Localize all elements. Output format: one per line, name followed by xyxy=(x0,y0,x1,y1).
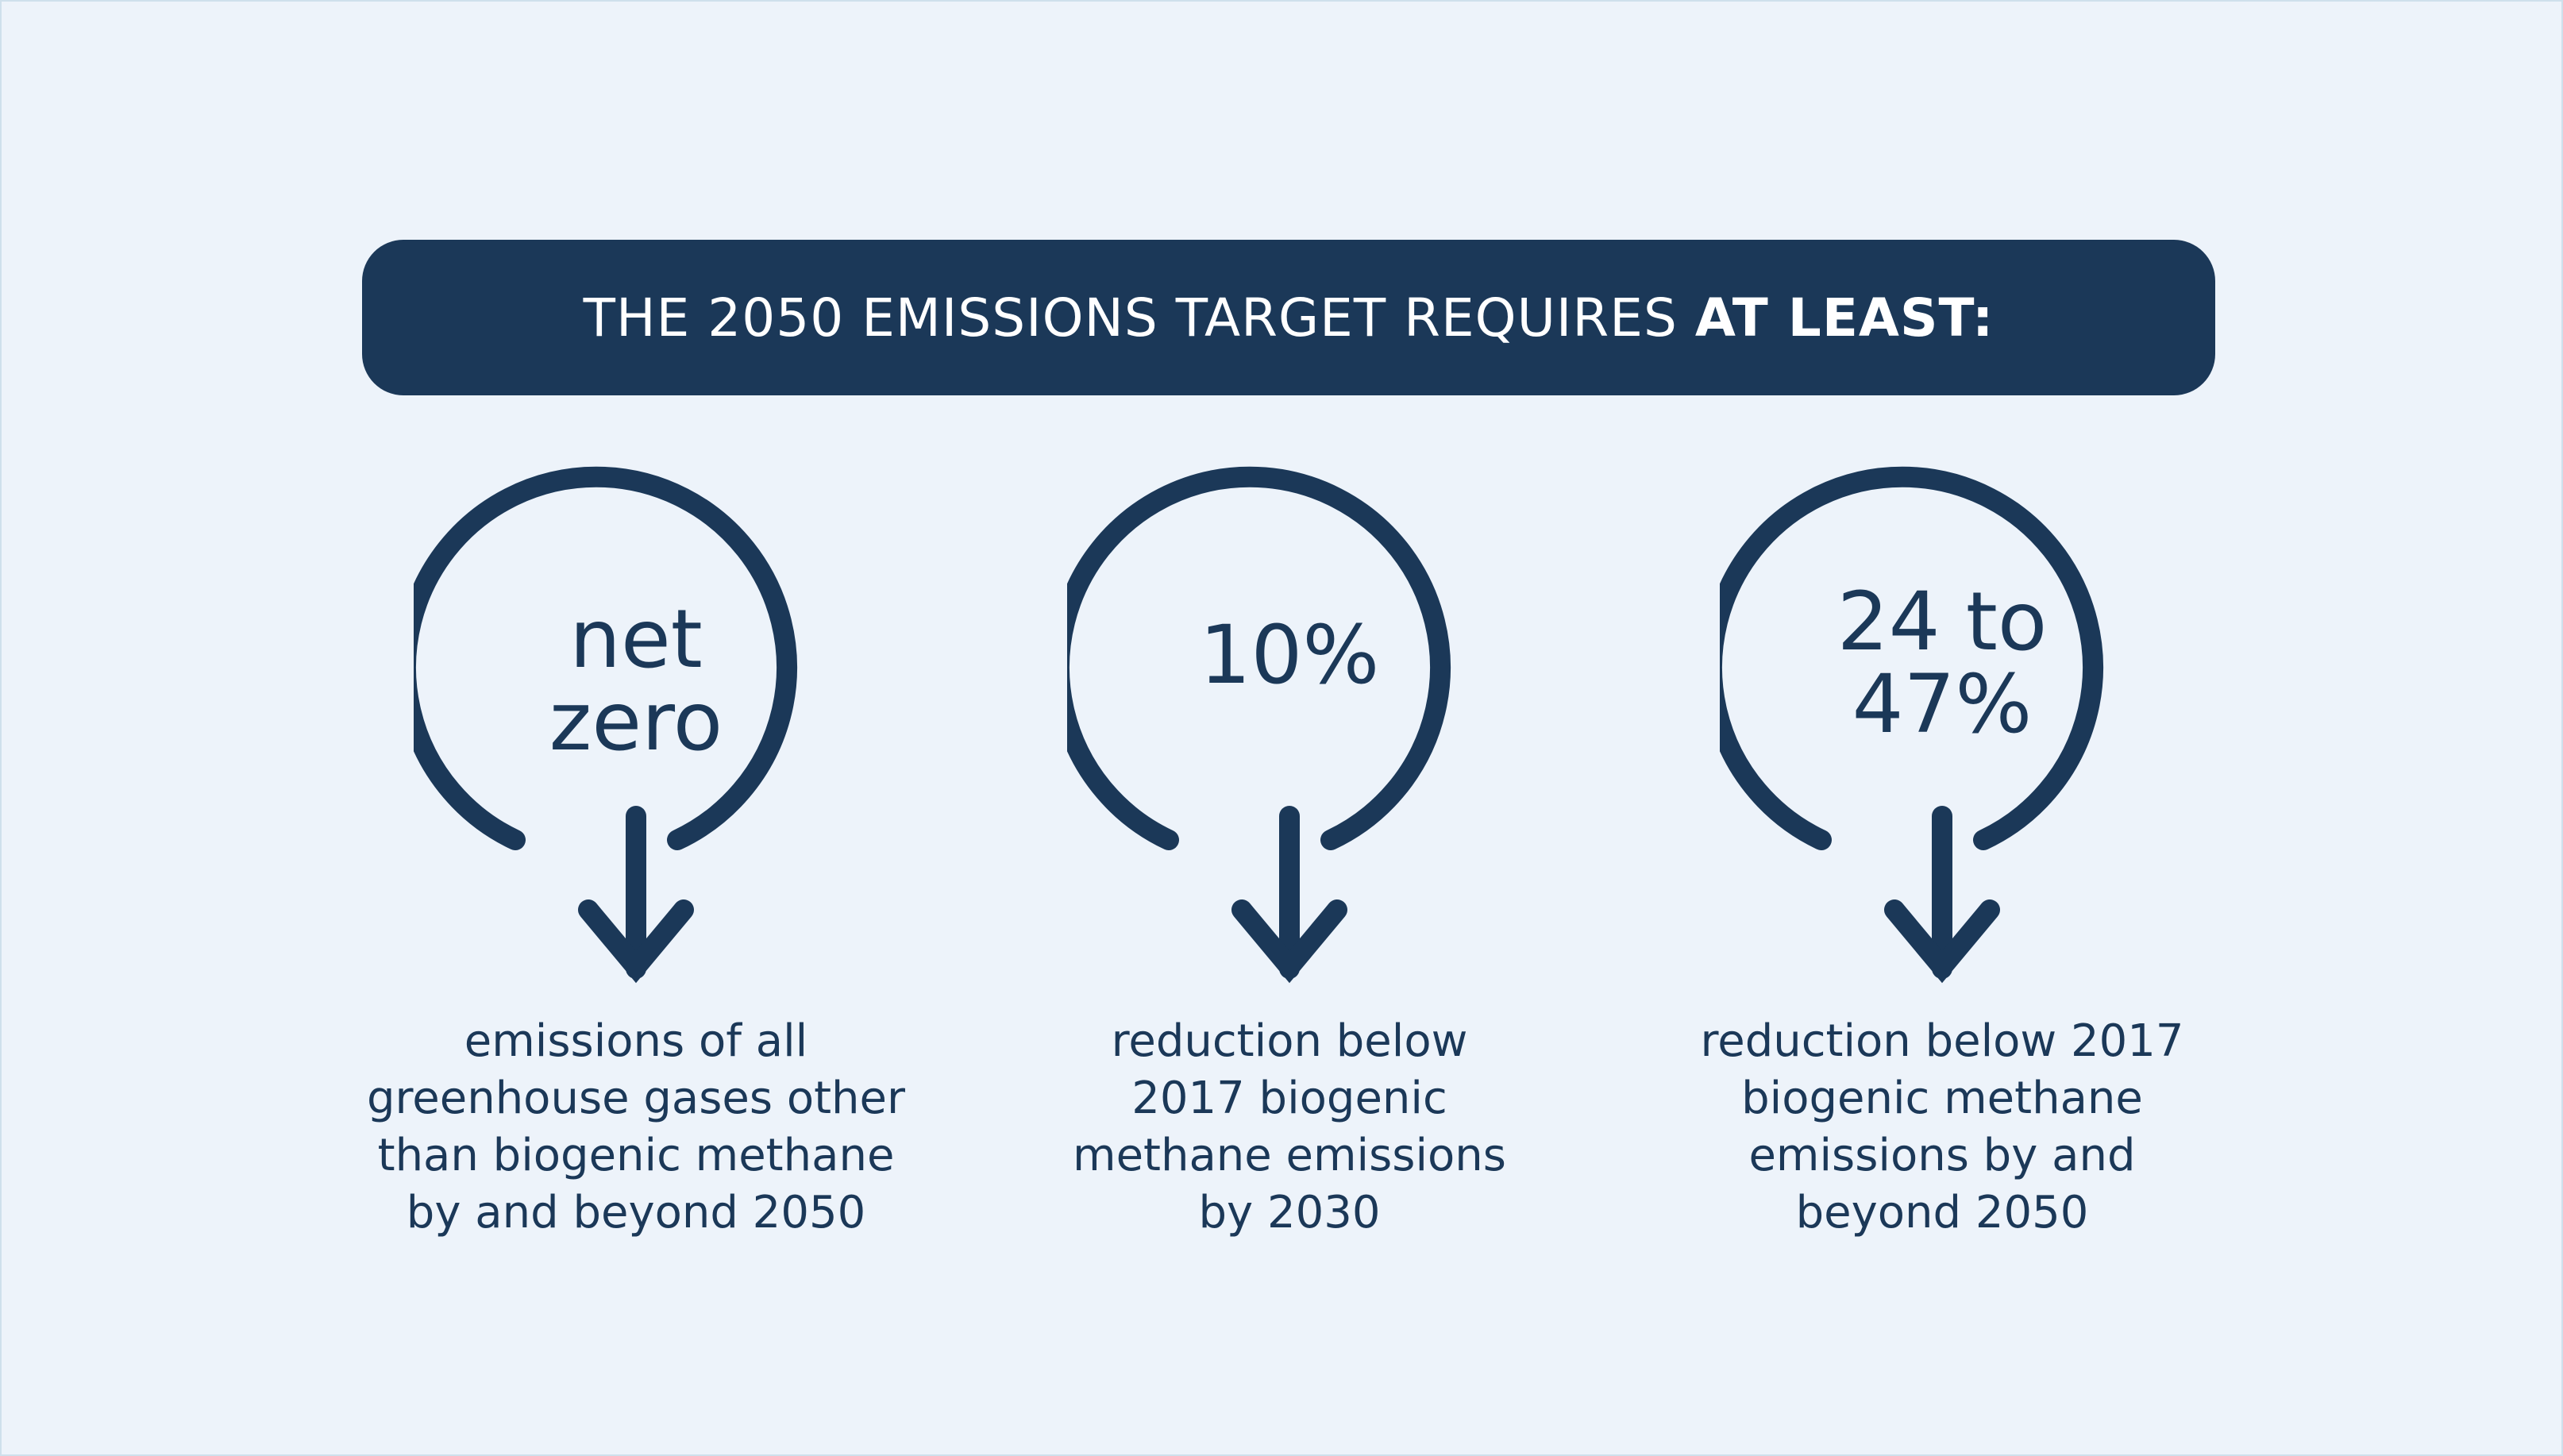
header-title: THE 2050 EMISSIONS TARGET REQUIRES AT LE… xyxy=(584,287,1995,349)
target-description: emissions of all greenhouse gases other … xyxy=(366,1015,906,1238)
target-range-percent: 24 to 47% xyxy=(1720,460,2164,984)
target-net-zero: net zero xyxy=(414,460,858,984)
header-title-prefix: THE 2050 EMISSIONS TARGET REQUIRES xyxy=(583,287,1695,349)
target-value: 24 to 47% xyxy=(1836,575,2048,752)
target-ten-percent: 10% xyxy=(1067,460,1512,984)
target-value: net zero xyxy=(549,592,723,769)
circular-down-arrow-icon xyxy=(414,466,797,984)
header-banner: THE 2050 EMISSIONS TARGET REQUIRES AT LE… xyxy=(362,240,2215,395)
target-description: reduction below 2017 biogenic methane em… xyxy=(1700,1015,2184,1238)
header-title-emphasis: AT LEAST: xyxy=(1694,287,1995,349)
circular-down-arrow-icon xyxy=(1067,466,1451,984)
target-value: 10% xyxy=(1199,608,1380,703)
circular-down-arrow-icon xyxy=(1720,466,2103,984)
target-description: reduction below 2017 biogenic methane em… xyxy=(1073,1015,1506,1238)
